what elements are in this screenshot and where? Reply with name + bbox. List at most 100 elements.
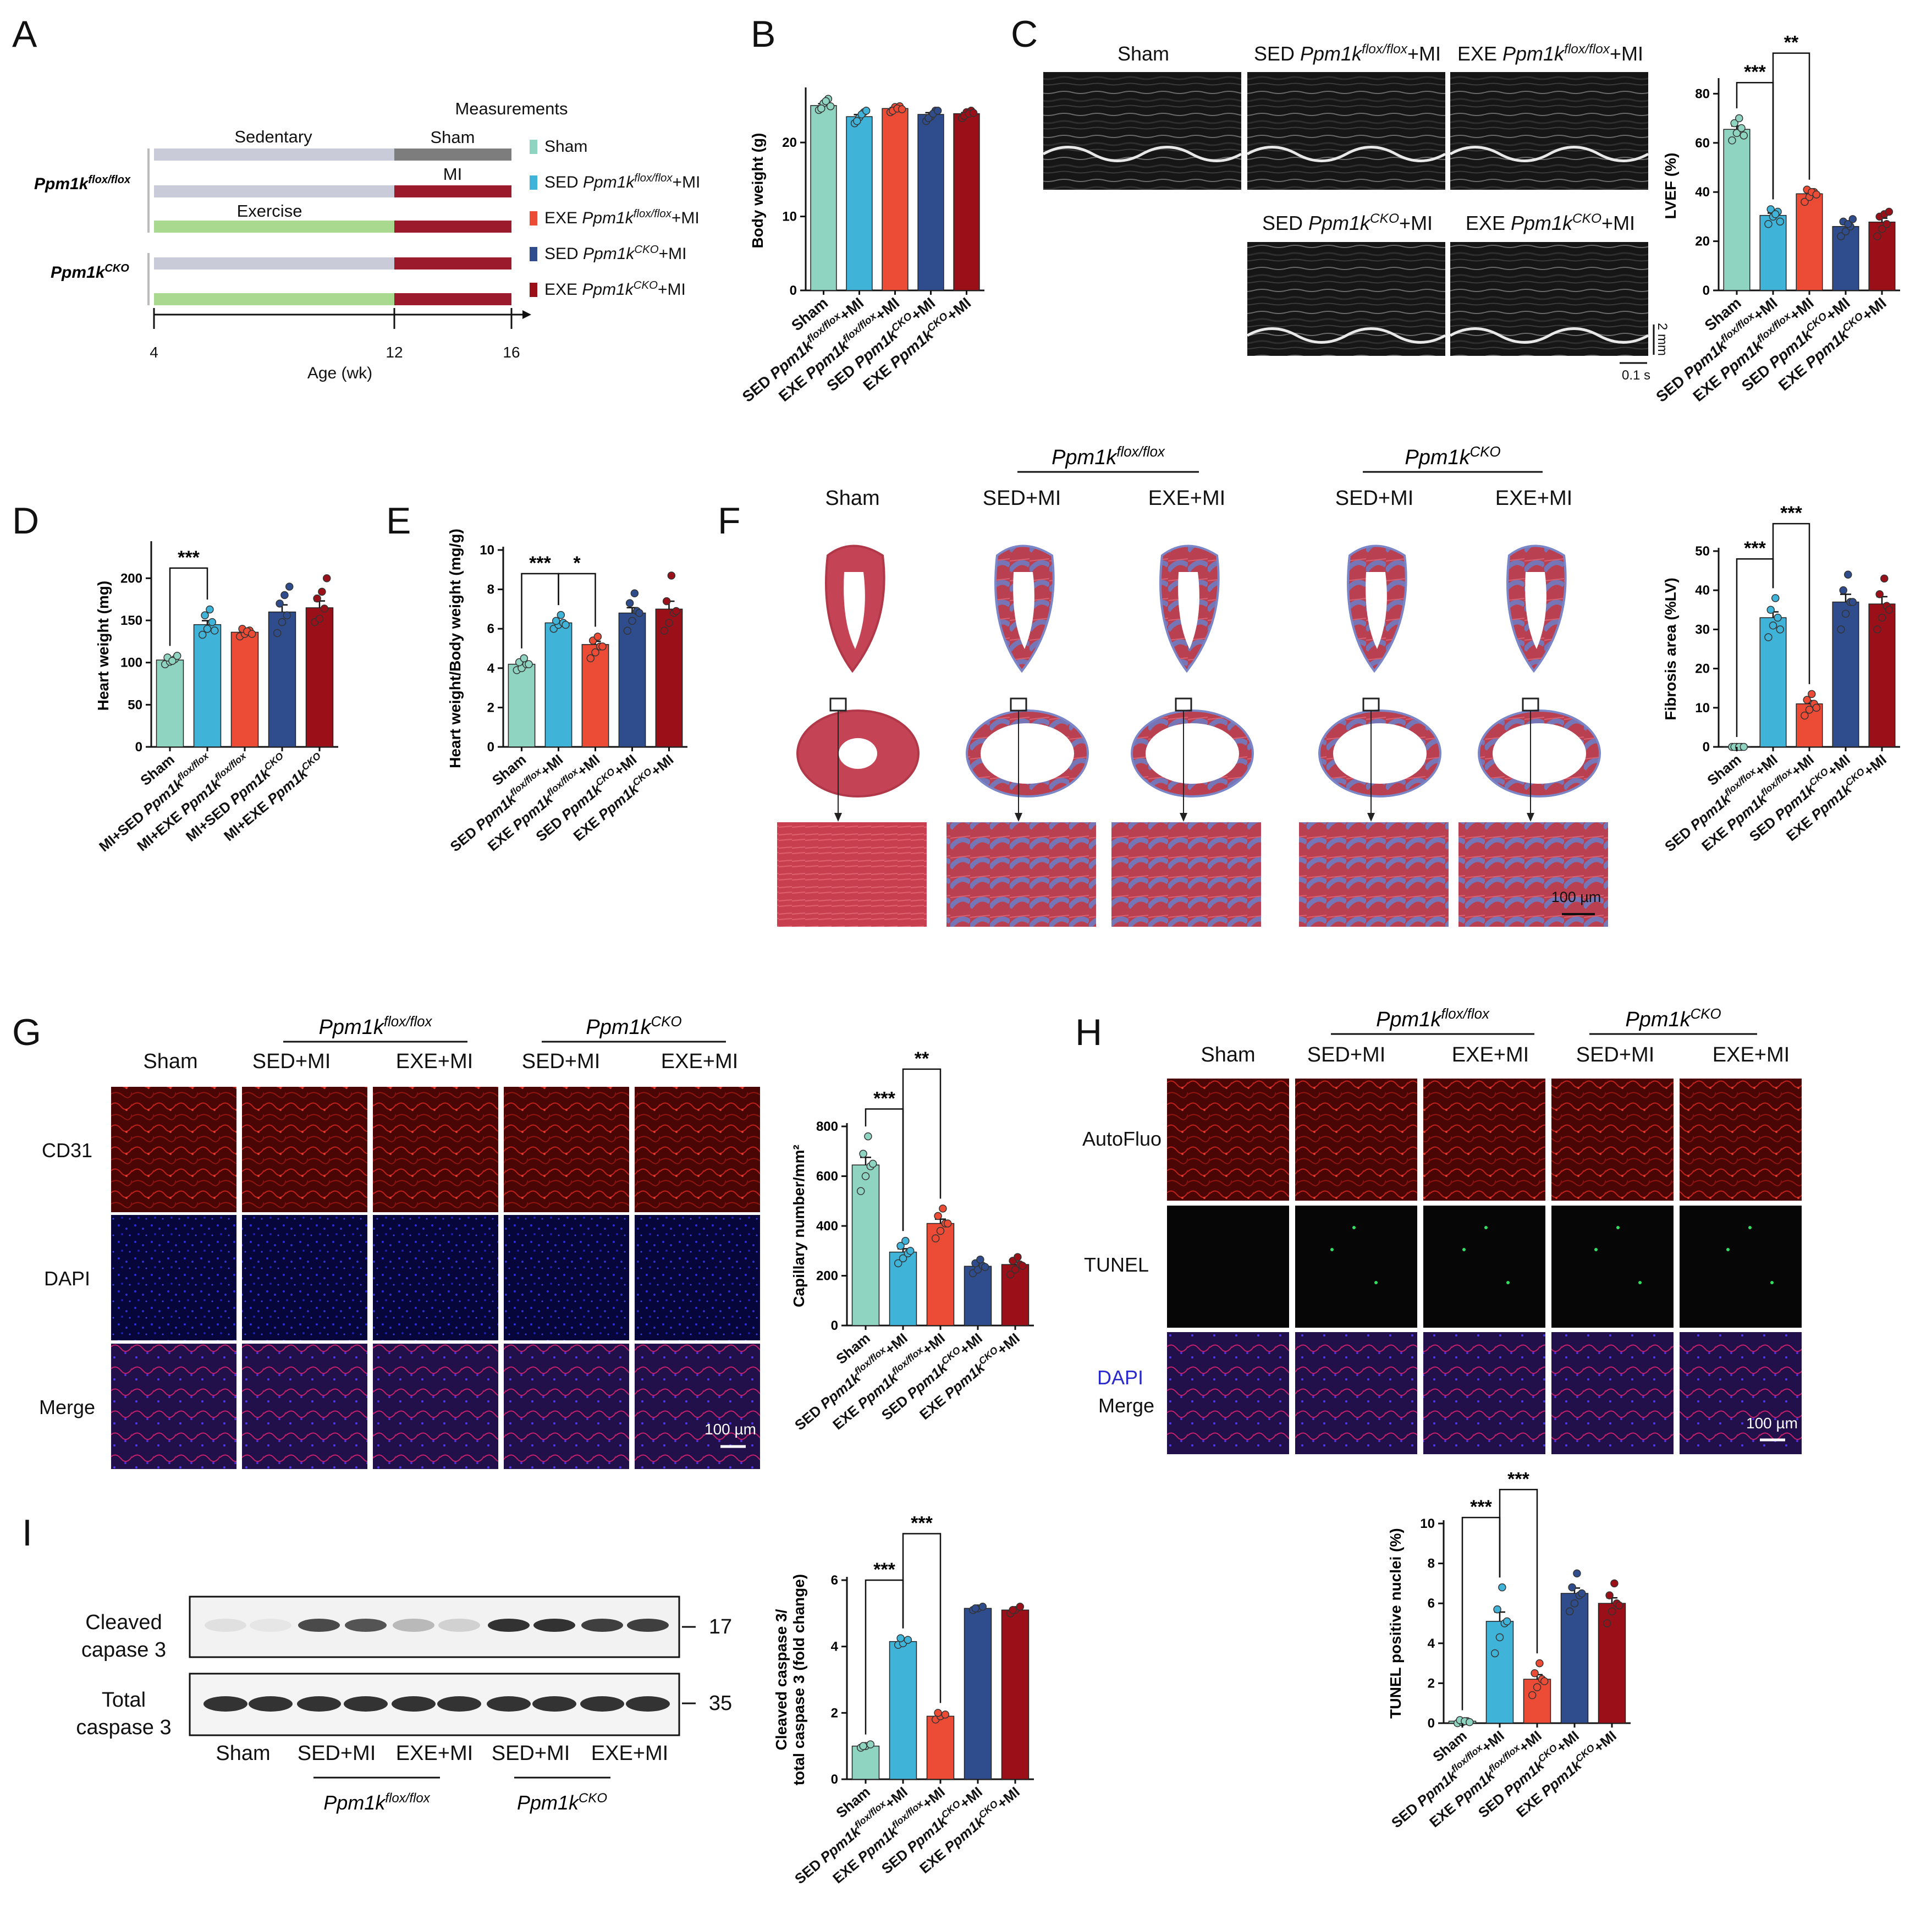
genotype-sup: flox/flox — [384, 1014, 433, 1030]
legend-label-2: EXE Ppm1kflox/flox+MI — [544, 208, 700, 227]
data-point-H-4-3 — [1605, 1591, 1614, 1599]
data-point-D-4-5 — [322, 574, 331, 582]
y-axis-label-I-0: Cleaved caspase 3/ — [773, 1609, 790, 1750]
h-image-r2-c4 — [1680, 1332, 1802, 1454]
data-point-E-2-1 — [591, 648, 599, 657]
bar-E-4 — [655, 608, 683, 747]
sig-label-G-0: *** — [873, 1088, 895, 1109]
blot-row1-line2: capase 3 — [81, 1638, 166, 1662]
y-tick-label-C-1: 20 — [1695, 234, 1710, 249]
label-part-sup: flox/flox — [634, 172, 673, 184]
data-point-F-1-5 — [1776, 625, 1785, 634]
data-point-D-3-3 — [276, 600, 284, 608]
bar-B-3 — [917, 114, 944, 291]
y-tick-label-D-3: 150 — [120, 613, 142, 628]
h-image-r0-c1 — [1295, 1079, 1417, 1201]
timeline-bar-post-0 — [394, 148, 511, 161]
h-image-r0-c4 — [1680, 1079, 1802, 1201]
g-image-r1-c2 — [373, 1215, 498, 1340]
tunel-dot-3-1 — [1638, 1281, 1642, 1284]
column-header-0: Sham — [1201, 1043, 1255, 1066]
panel-letter-a: A — [12, 13, 37, 55]
h-image-r2-c1 — [1295, 1332, 1417, 1454]
genotype-flox-label: Ppm1kflox/flox — [34, 174, 131, 193]
y-tick-label-H-4: 8 — [1428, 1557, 1435, 1571]
data-point-E-3-1 — [628, 617, 636, 625]
bar-G-1 — [889, 1251, 917, 1326]
age-axis-label: Age (wk) — [307, 364, 372, 382]
g-image-r1-c1 — [242, 1215, 367, 1340]
genotype-sup: CKO — [651, 1014, 682, 1030]
tunel-dot-4-2 — [1748, 1226, 1752, 1229]
trichrome-zoom-1 — [946, 822, 1096, 927]
h-row-label-0: AutoFluo — [1082, 1128, 1162, 1150]
echo-wall-trace-top-0 — [1042, 146, 1242, 162]
total-band-8 — [580, 1696, 624, 1712]
h-image-r1-c0 — [1167, 1206, 1289, 1328]
sig-bracket-E-1 — [558, 573, 596, 627]
blot-row2-line2: caspase 3 — [76, 1716, 171, 1739]
data-point-H-3-4 — [1573, 1569, 1581, 1577]
echo-title-bottom-0: SED Ppm1kCKO+MI — [1262, 211, 1433, 235]
measurements-label: Measurements — [455, 99, 568, 118]
y-axis-label-F: Fibrosis area (%LV) — [1662, 578, 1679, 720]
f-scale-label: 100 µm — [1551, 889, 1601, 905]
legend-label-1: SED Ppm1kflox/flox+MI — [544, 172, 700, 191]
g-image-r1-c0 — [111, 1215, 236, 1340]
tunel-dot-4-0 — [1726, 1248, 1730, 1251]
y-tick-label-E-3: 6 — [487, 622, 494, 636]
label-part-sup: flox/flox — [1362, 42, 1408, 57]
bar-D-3 — [268, 611, 296, 747]
data-point-I-1-3 — [896, 1634, 905, 1642]
data-point-H-4-4 — [1610, 1579, 1619, 1588]
genotype-sup: flox/flox — [1441, 1007, 1490, 1022]
y-tick-label-B-2: 20 — [782, 135, 797, 150]
heart-short-lumen-2 — [1146, 723, 1239, 784]
cleaved-band-0 — [205, 1619, 246, 1632]
legend-swatch-4 — [530, 283, 537, 297]
genotype-gene: Ppm1k — [586, 1016, 652, 1039]
bar-D-0 — [156, 659, 184, 747]
echo-title-top-2: EXE Ppm1kflox/flox+MI — [1457, 42, 1643, 65]
genotype-cko-gene: Ppm1k — [51, 263, 106, 282]
data-point-I-3-2 — [978, 1603, 987, 1611]
data-point-H-2-3 — [1531, 1669, 1539, 1678]
data-point-I-0-3 — [859, 1742, 867, 1750]
echo-image-top-1 — [1247, 72, 1445, 190]
g-row-label-0: CD31 — [42, 1139, 92, 1162]
data-point-H-2-4 — [1535, 1659, 1544, 1668]
mw-label-35: 35 — [709, 1692, 732, 1715]
blot-flox-gene: Ppm1k — [323, 1791, 386, 1814]
bar-G-3 — [964, 1266, 992, 1326]
timeline-bar-pre-3 — [154, 257, 394, 270]
label-part-sup: CKO — [1370, 211, 1399, 226]
zoom-arrow-2 — [1180, 813, 1187, 822]
label-part-post: +MI — [659, 245, 687, 263]
data-point-C-4-0 — [1873, 232, 1881, 240]
echo-wall-trace-bottom-0 — [1246, 327, 1446, 344]
heart-short-lumen-0 — [839, 738, 877, 769]
data-point-H-1-4 — [1498, 1583, 1506, 1592]
total-band-2 — [297, 1696, 341, 1712]
y-axis-label-C: LVEF (%) — [1662, 153, 1679, 219]
cleaved-band-6 — [488, 1619, 530, 1632]
genotype-gene: Ppm1k — [1052, 446, 1118, 469]
data-point-G-4-4 — [1014, 1253, 1022, 1261]
label-part-pre: SED — [544, 173, 583, 191]
panel-letter-f: F — [718, 500, 741, 542]
y-tick-label-C-2: 40 — [1695, 185, 1710, 200]
genotype-flox-sup: flox/flox — [88, 174, 131, 186]
zoom-box-0 — [829, 697, 847, 712]
panel-c-echo: Sham SED Ppm1kflox/flox+MI EXE Ppm1kflox/f… — [1042, 42, 1670, 383]
label-part-gene: Ppm1k — [1511, 212, 1573, 234]
panel-letter-c: C — [1011, 13, 1038, 55]
bar-H-3 — [1560, 1593, 1589, 1724]
data-point-D-1-3 — [201, 611, 209, 620]
label-part-pre: EXE — [1457, 42, 1502, 65]
blot-cko-gene: Ppm1k — [517, 1791, 580, 1814]
sig-label-F-0: *** — [1744, 538, 1766, 559]
data-point-C-1-4 — [1771, 210, 1780, 218]
total-band-4 — [392, 1696, 436, 1712]
sig-bracket-G-1 — [902, 1068, 942, 1231]
